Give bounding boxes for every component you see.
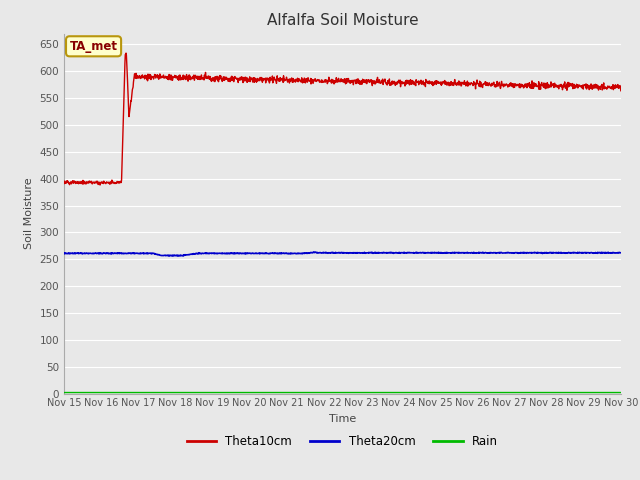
Y-axis label: Soil Moisture: Soil Moisture <box>24 178 34 250</box>
Text: TA_met: TA_met <box>70 40 118 53</box>
X-axis label: Time: Time <box>329 414 356 424</box>
Title: Alfalfa Soil Moisture: Alfalfa Soil Moisture <box>267 13 418 28</box>
Legend: Theta10cm, Theta20cm, Rain: Theta10cm, Theta20cm, Rain <box>182 430 503 453</box>
